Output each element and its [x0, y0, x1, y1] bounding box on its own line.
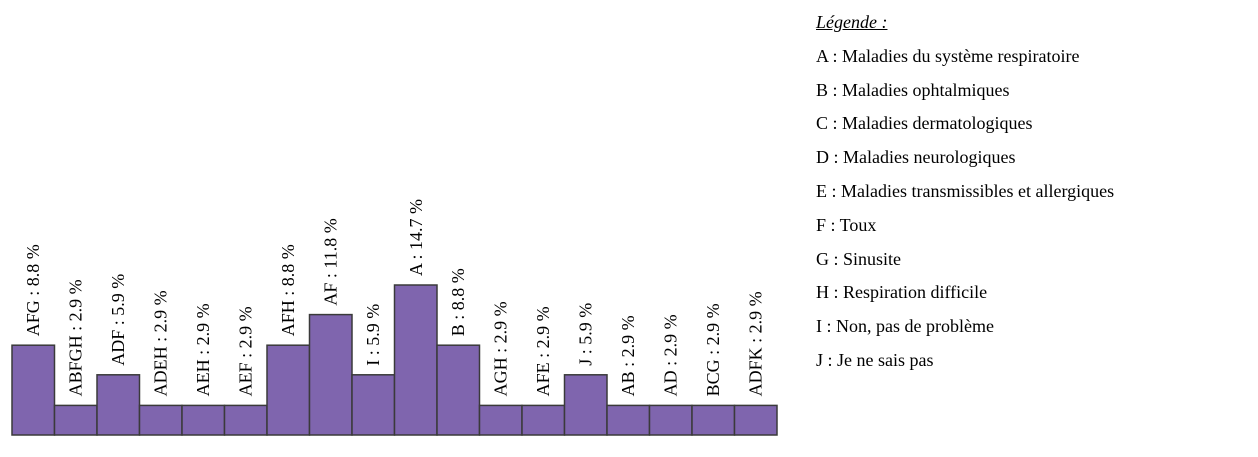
- bar-bcg: [691, 404, 736, 436]
- bar-afg: [11, 344, 56, 436]
- bar-j: [563, 374, 608, 436]
- bar-a: [393, 284, 438, 436]
- bar-label-aef: AEF : 2.9 %: [236, 306, 256, 396]
- legend-title: Légende :: [816, 12, 888, 32]
- bar-label-adfk: ADFK : 2.9 %: [746, 291, 766, 396]
- bar-label-b: B : 8.8 %: [448, 268, 468, 336]
- legend-item-e: E : Maladies transmissibles et allergiqu…: [816, 180, 1115, 201]
- bar-label-adf: ADF : 5.9 %: [108, 274, 128, 366]
- bar-label-bcg: BCG : 2.9 %: [703, 303, 723, 396]
- bar-ab: [606, 404, 651, 436]
- bar-adeh: [138, 404, 183, 436]
- bar-label-i: I : 5.9 %: [363, 304, 383, 366]
- bar-label-afe: AFE : 2.9 %: [533, 306, 553, 396]
- bar-af: [308, 313, 353, 436]
- legend-item-b: B : Maladies ophtalmiques: [816, 79, 1010, 100]
- bar-afe: [521, 404, 566, 436]
- bar-adfk: [733, 404, 778, 436]
- bar-i: [351, 374, 396, 436]
- legend: Légende : A : Maladies du système respir…: [816, 6, 1256, 378]
- bar-aeh: [181, 404, 226, 436]
- bar-label-afh: AFH : 8.8 %: [278, 244, 298, 336]
- bar-label-adeh: ADEH : 2.9 %: [151, 290, 171, 396]
- bar-b: [436, 344, 481, 436]
- bar-label-afg: AFG : 8.8 %: [23, 244, 43, 336]
- bar-label-aeh: AEH : 2.9 %: [193, 303, 213, 396]
- bar-label-j: J : 5.9 %: [576, 303, 596, 366]
- legend-item-g: G : Sinusite: [816, 248, 902, 269]
- legend-item-a: A : Maladies du système respiratoire: [816, 45, 1080, 66]
- legend-item-j: J : Je ne sais pas: [816, 349, 934, 370]
- legend-item-f: F : Toux: [816, 214, 877, 235]
- bar-afh: [266, 344, 311, 436]
- bar-label-ab: AB : 2.9 %: [618, 315, 638, 396]
- bar-label-a: A : 14.7 %: [406, 199, 426, 276]
- bar-adf: [96, 374, 141, 436]
- legend-item-d: D : Maladies neurologiques: [816, 147, 1016, 168]
- legend-item-i: I : Non, pas de problème: [816, 316, 994, 337]
- bar-aef: [223, 404, 268, 436]
- legend-item-h: H : Respiration difficile: [816, 282, 988, 303]
- bar-label-abfgh: ABFGH : 2.9 %: [66, 279, 86, 396]
- legend-item-c: C : Maladies dermatologiques: [816, 113, 1033, 134]
- bar-chart: AFG : 8.8 % ABFGH : 2.9 % ADF : 5.9 % ADEH …: [11, 199, 778, 436]
- bar-label-ad: AD : 2.9 %: [661, 314, 681, 396]
- bar-ad: [648, 404, 693, 436]
- bar-abfgh: [53, 404, 98, 436]
- bar-agh: [478, 404, 523, 436]
- bar-label-af: AF : 11.8 %: [321, 218, 341, 305]
- bar-label-agh: AGH : 2.9 %: [491, 301, 511, 396]
